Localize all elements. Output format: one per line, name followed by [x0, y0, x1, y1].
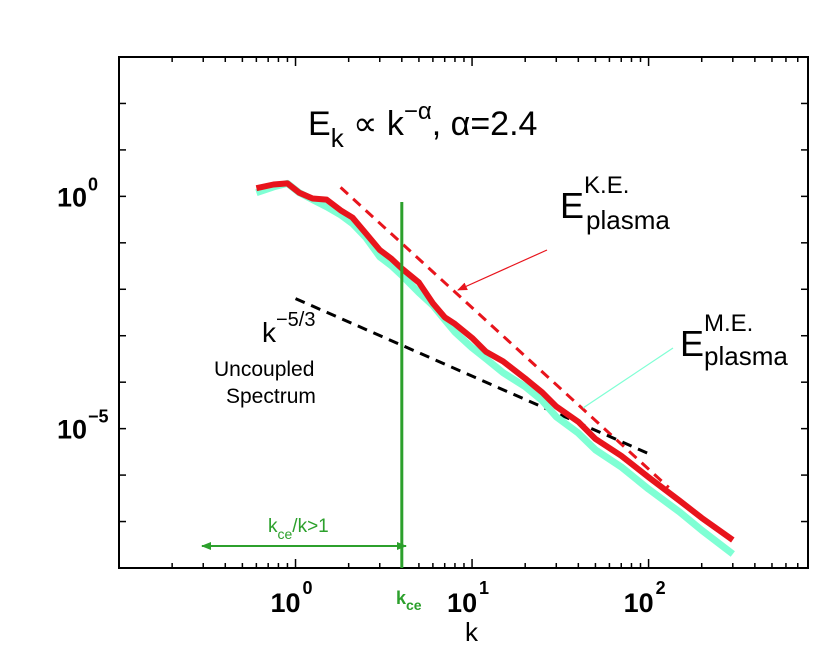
ke-label-sub: plasma [586, 205, 670, 235]
x-tick-exponent: 0 [303, 578, 313, 598]
spectrum-label: Spectrum [226, 385, 316, 408]
kce-tick-label: kce [396, 588, 422, 613]
y-tick-exponent: 0 [88, 174, 98, 194]
x-tick-exponent: 1 [479, 578, 489, 598]
y-tick-label: 10 [57, 415, 87, 445]
alpha-fit-line [339, 186, 670, 489]
me-series-line [255, 179, 735, 557]
me-label: EM.E. [680, 310, 753, 364]
kce-range-label: kce/k>1 [268, 516, 329, 542]
me-label-sub: plasma [704, 341, 788, 371]
k53-label: k−5/3 [262, 309, 315, 348]
ke-label: EK.E. [560, 172, 629, 226]
x-tick-label: 10 [271, 588, 301, 618]
k53-reference-line [294, 297, 650, 455]
y-tick-exponent: −5 [88, 407, 109, 427]
x-tick-label: 10 [624, 588, 654, 618]
x-axis-label: k [465, 617, 479, 647]
x-tick-exponent: 2 [656, 578, 666, 598]
y-tick-label: 10 [57, 182, 87, 212]
ke-series-line [255, 180, 735, 543]
me-arrow [582, 347, 674, 409]
uncoupled-label: Uncoupled [214, 358, 314, 381]
ke-arrow [457, 249, 548, 291]
formula-annotation: Ek ∝ k−α, α=2.4 [308, 98, 537, 153]
x-tick-label: 10 [447, 588, 477, 618]
